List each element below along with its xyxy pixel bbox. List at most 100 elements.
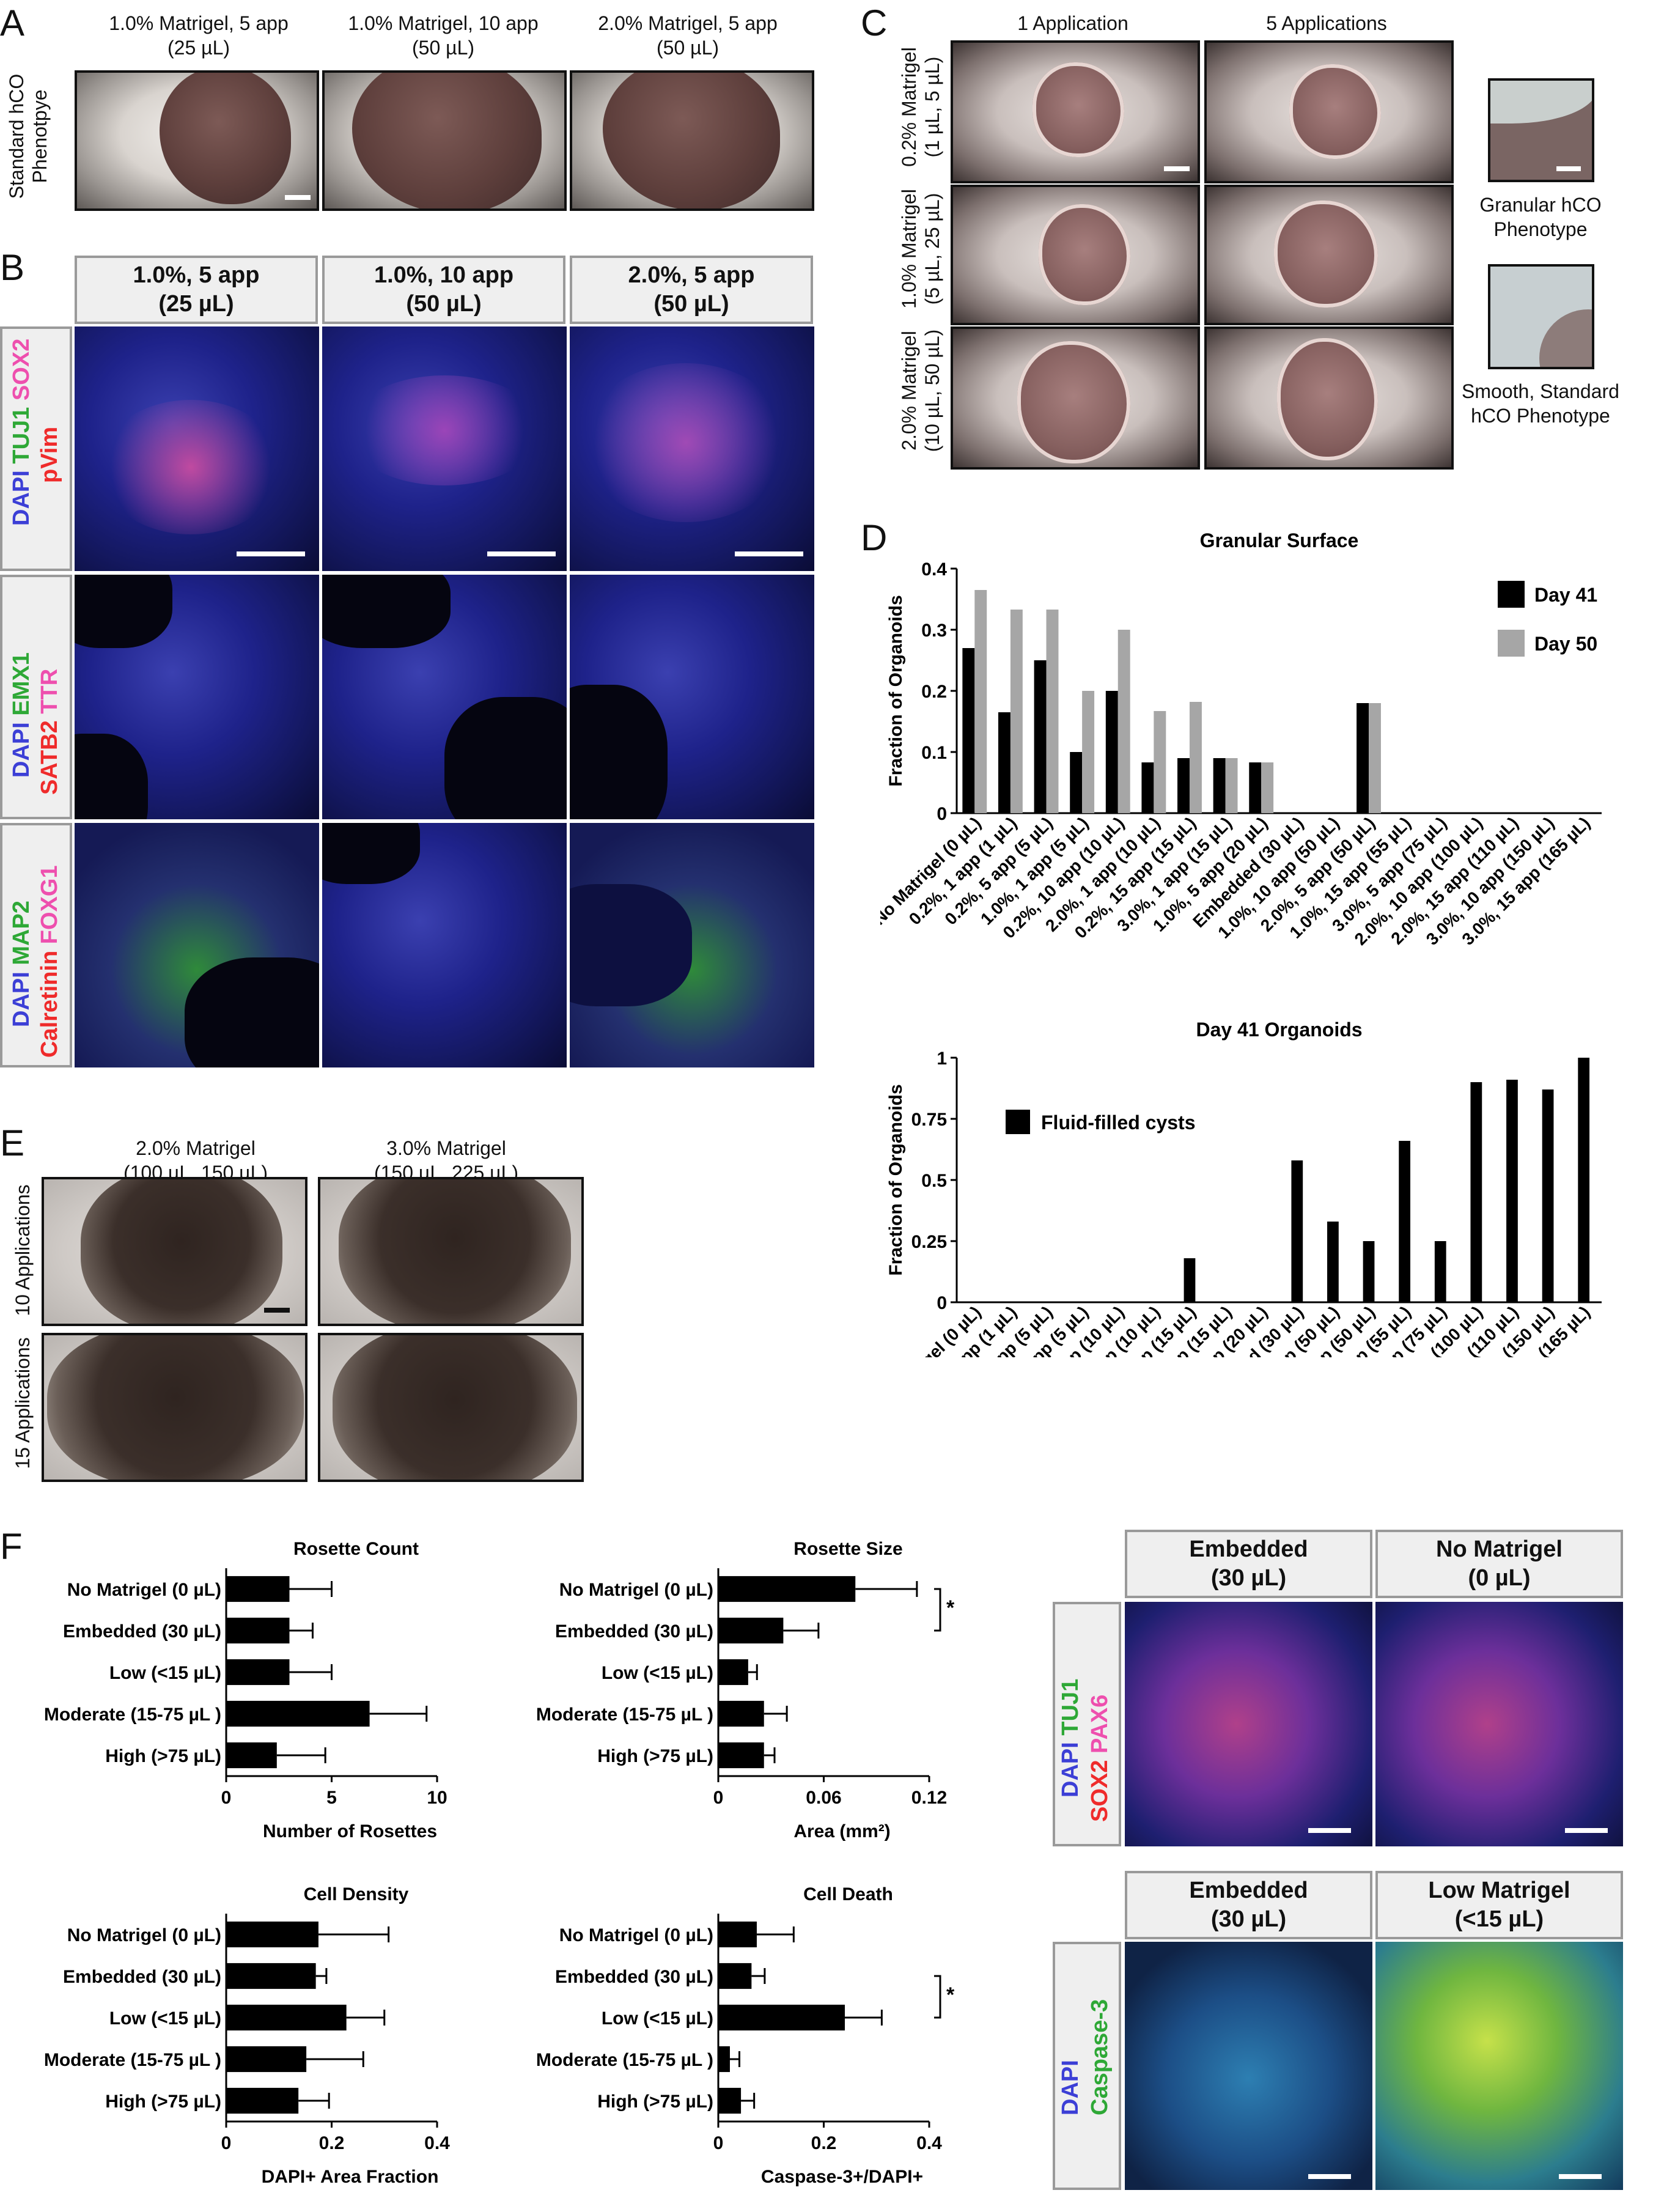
panel-c-photo-r3c2 [1204,326,1454,470]
x-tick-label: 0.4 [424,2133,450,2153]
panel-f-stain-box-bottom [1053,1942,1121,2190]
x-tick-label: 0 [221,1788,232,1808]
panel-b-image-r1c2 [322,326,567,571]
bar [226,1576,290,1602]
panel-c-photo-r1c2 [1204,40,1454,183]
panel-label-b: B [0,247,25,288]
panel-c-photo-r1c1 [951,40,1200,183]
x-tick-label: 10 [427,1788,447,1808]
stain-sox2: SOX2 [1087,1760,1113,1822]
bar [1291,1160,1303,1302]
bar [1034,660,1047,813]
legend-swatch [1498,630,1525,657]
cell-death-chart: Cell Death 0 0.2 0.4 Caspase-3+/DAPI+ No Matr… [536,1884,955,2187]
bar [1369,703,1381,813]
bar [718,1963,752,1989]
stain-dapi: DAPI [1058,2060,1083,2115]
significance-marker: * [946,1596,955,1620]
chart-title: Day 41 Organoids [1196,1019,1362,1041]
category-label: No Matrigel (0 µL) [559,1925,713,1945]
bar [1010,610,1023,813]
bar [226,1617,290,1644]
stain-satb2: SATB2 [37,720,62,795]
panel-b-row-3-stain-b: Calretinin FOXG1 [37,865,63,1058]
panel-b-image-r2c2 [322,575,567,819]
category-label: Low (<15 µL) [109,1663,221,1683]
bar [1184,1258,1196,1302]
stain-ttr: TTR [37,668,62,714]
x-tick-label: 0.06 [806,1788,841,1808]
bar [1105,691,1118,813]
bar [1117,630,1130,813]
bar [1070,752,1083,813]
panel-c-photo-r2c1 [951,185,1200,325]
panel-f-charts: Rosette Count 0 5 10 Number of Rosettes No Ma… [44,1539,955,2187]
bar [998,712,1011,813]
panel-label-f: F [0,1526,23,1567]
panel-b-image-r2c3 [570,575,814,819]
panel-e-photo-r2c1 [42,1333,307,1482]
bar [1542,1089,1554,1302]
bar [1249,762,1262,813]
y-axis-label: Fraction of Organoids [886,1084,906,1275]
panel-c-row-label-3: 2.0% Matrigel (10 µL, 50 µL) [898,329,944,452]
panel-label-e: E [0,1123,25,1163]
stain-map2: MAP2 [9,901,34,965]
stain-sox2: SOX2 [9,338,34,401]
y-tick-label: 0.5 [921,1171,947,1191]
category-label: Moderate (15-75 µL ) [44,2050,221,2070]
panel-f-stain-box-top [1053,1602,1121,1846]
y-tick-label: 0.4 [921,559,947,580]
x-axis-label: Area (mm²) [793,1821,890,1841]
category-label: High (>75 µL) [105,1746,221,1766]
panel-e-photo-r1c2 [318,1177,584,1326]
x-tick-label: 0.12 [911,1788,947,1808]
panel-b-row-label-box-1 [0,326,72,571]
stain-pvim: pVim [37,426,62,483]
panel-b-image-r2c1 [75,575,319,819]
panel-f-header-bottom-2: Low Matrigel (<15 µL) [1375,1871,1623,1939]
panel-b-image-r1c1 [75,326,319,571]
bar [1213,758,1226,813]
significance-bracket [934,1588,941,1632]
panel-label-a: A [0,2,25,43]
y-tick-label: 0.2 [921,682,947,702]
category-label: Embedded (30 µL) [555,1621,713,1642]
chart-title: Granular Surface [1200,529,1359,551]
bar [1470,1082,1482,1302]
y-tick-label: 1 [937,1049,947,1069]
bar [1261,762,1274,813]
panel-e-photo-r1c1 [42,1177,307,1326]
panel-f-image-top-1 [1125,1602,1372,1846]
panel-f-image-bottom-1 [1125,1942,1372,2190]
category-label: No Matrigel (0 µL) [559,1580,713,1600]
panel-f-header-top-1: Embedded (30 µL) [1125,1530,1372,1598]
panel-f-stain-top-b: SOX2 PAX6 [1087,1695,1113,1822]
bar [718,1576,856,1602]
bar [226,2087,299,2114]
y-axis-label: Fraction of Organoids [886,595,906,786]
category-label: High (>75 µL) [597,1746,713,1766]
stain-pax6: PAX6 [1087,1694,1113,1754]
bar [1506,1080,1518,1302]
bar [1363,1241,1375,1302]
bar [718,1700,764,1727]
bar [226,1659,290,1686]
x-axis-label: Number of Rosettes [263,1821,437,1841]
panel-f-header-bottom-1: Embedded (30 µL) [1125,1871,1372,1939]
category-label: Embedded (30 µL) [63,1967,221,1987]
x-tick-label: 0.2 [319,2133,345,2153]
panel-f-stain-bottom-b: Caspase-3 [1087,1999,1113,2115]
category-label: Moderate (15-75 µL ) [536,2050,713,2070]
stain-caspase-3: Caspase-3 [1087,1999,1113,2115]
legend-swatch [1006,1110,1030,1134]
panel-b-image-r3c3 [570,823,814,1067]
panel-a-row-label: Standard hCO Phenotpye [6,73,51,199]
panel-b-row-2-stain: DAPI EMX1 [9,652,35,778]
smooth-phenotype-thumb [1488,264,1594,369]
legend-label: Day 41 [1534,584,1597,606]
panel-b-image-r1c3 [570,326,814,571]
x-tick-label: 0.2 [811,2133,837,2153]
chart-title: Cell Density [304,1884,409,1904]
x-tick-label: 0 [221,2133,232,2153]
